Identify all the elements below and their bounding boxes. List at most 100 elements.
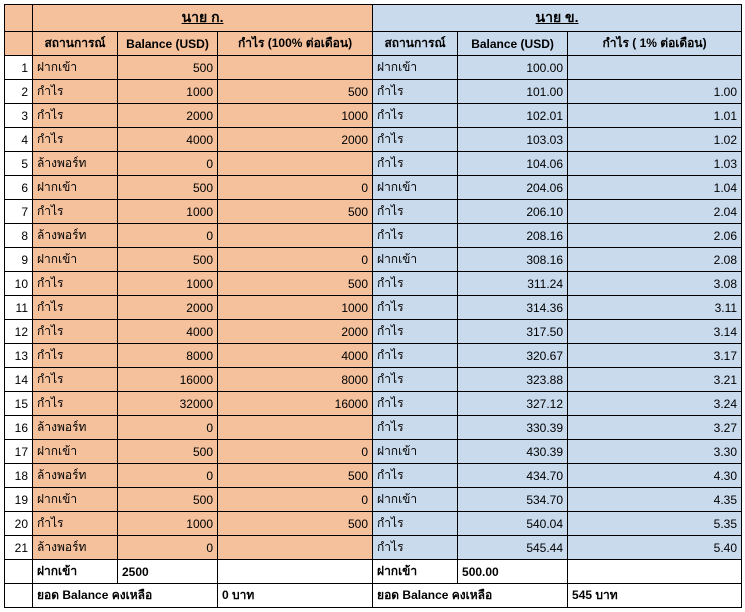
col-profit-a: กำไร (100% ต่อเดือน) xyxy=(218,32,373,56)
col-balance-a: Balance (USD) xyxy=(118,32,218,56)
scenario-b: กำไร xyxy=(373,536,458,560)
profit-a: 4000 xyxy=(218,344,373,368)
balance-a: 0 xyxy=(118,224,218,248)
table-row: 21ล้างพอร์ท0กำไร545.445.40 xyxy=(5,536,742,560)
scenario-b: กำไร xyxy=(373,104,458,128)
profit-b xyxy=(568,56,742,80)
scenario-a: กำไร xyxy=(33,200,118,224)
profit-a xyxy=(218,224,373,248)
table-body: 1ฝากเข้า500ฝากเข้า100.002กำไร1000500กำไร… xyxy=(5,56,742,560)
row-number: 18 xyxy=(5,464,33,488)
scenario-b: กำไร xyxy=(373,152,458,176)
col-scenario-b: สถานการณ์ xyxy=(373,32,458,56)
scenario-a: ฝากเข้า xyxy=(33,56,118,80)
row-number: 8 xyxy=(5,224,33,248)
profit-a: 2000 xyxy=(218,320,373,344)
row-number: 15 xyxy=(5,392,33,416)
scenario-b: กำไร xyxy=(373,224,458,248)
row-number: 19 xyxy=(5,488,33,512)
profit-b: 1.04 xyxy=(568,176,742,200)
header-person-a: นาย ก. xyxy=(33,5,373,32)
scenario-a: ล้างพอร์ท xyxy=(33,464,118,488)
balance-a: 1000 xyxy=(118,272,218,296)
row-number: 9 xyxy=(5,248,33,272)
summary-deposit-a: 2500 xyxy=(118,560,218,584)
balance-a: 16000 xyxy=(118,368,218,392)
scenario-b: ฝากเข้า xyxy=(373,176,458,200)
row-number: 20 xyxy=(5,512,33,536)
row-number: 12 xyxy=(5,320,33,344)
subheader-blank xyxy=(5,32,33,56)
table-row: 20กำไร1000500กำไร540.045.35 xyxy=(5,512,742,536)
header-blank xyxy=(5,5,33,32)
row-number: 4 xyxy=(5,128,33,152)
balance-a: 4000 xyxy=(118,128,218,152)
balance-a: 0 xyxy=(118,536,218,560)
balance-b: 323.88 xyxy=(458,368,568,392)
profit-b: 5.40 xyxy=(568,536,742,560)
profit-b: 3.24 xyxy=(568,392,742,416)
profit-b: 3.14 xyxy=(568,320,742,344)
balance-b: 317.50 xyxy=(458,320,568,344)
summary-balance-a: 0 บาท xyxy=(218,584,373,608)
col-profit-b: กำไร ( 1% ต่อเดือน) xyxy=(568,32,742,56)
balance-b: 430.39 xyxy=(458,440,568,464)
profit-a: 8000 xyxy=(218,368,373,392)
scenario-b: กำไร xyxy=(373,296,458,320)
profit-a xyxy=(218,416,373,440)
scenario-b: ฝากเข้า xyxy=(373,440,458,464)
balance-b: 101.00 xyxy=(458,80,568,104)
balance-a: 1000 xyxy=(118,200,218,224)
profit-b: 1.01 xyxy=(568,104,742,128)
table-row: 14กำไร160008000กำไร323.883.21 xyxy=(5,368,742,392)
scenario-b: กำไร xyxy=(373,512,458,536)
summary-deposit-label-a: ฝากเข้า xyxy=(33,560,118,584)
profit-b: 4.35 xyxy=(568,488,742,512)
profit-a xyxy=(218,56,373,80)
profit-a: 0 xyxy=(218,248,373,272)
scenario-b: ฝากเข้า xyxy=(373,248,458,272)
summary-balance-label-a: ยอด Balance คงเหลือ xyxy=(33,584,218,608)
table-row: 3กำไร20001000กำไร102.011.01 xyxy=(5,104,742,128)
balance-a: 32000 xyxy=(118,392,218,416)
row-number: 3 xyxy=(5,104,33,128)
balance-b: 327.12 xyxy=(458,392,568,416)
scenario-b: ฝากเข้า xyxy=(373,488,458,512)
profit-a: 0 xyxy=(218,440,373,464)
comparison-table: นาย ก. นาย ข. สถานการณ์ Balance (USD) กำ… xyxy=(4,4,742,608)
balance-b: 534.70 xyxy=(458,488,568,512)
balance-b: 102.01 xyxy=(458,104,568,128)
table-row: 11กำไร20001000กำไร314.363.11 xyxy=(5,296,742,320)
profit-b: 2.08 xyxy=(568,248,742,272)
scenario-a: กำไร xyxy=(33,80,118,104)
table-row: 15กำไร3200016000กำไร327.123.24 xyxy=(5,392,742,416)
table-row: 1ฝากเข้า500ฝากเข้า100.00 xyxy=(5,56,742,80)
scenario-a: ฝากเข้า xyxy=(33,176,118,200)
profit-b: 3.08 xyxy=(568,272,742,296)
balance-a: 0 xyxy=(118,416,218,440)
scenario-a: ล้างพอร์ท xyxy=(33,224,118,248)
balance-a: 8000 xyxy=(118,344,218,368)
row-number: 11 xyxy=(5,296,33,320)
profit-b: 2.04 xyxy=(568,200,742,224)
profit-a: 16000 xyxy=(218,392,373,416)
row-number: 14 xyxy=(5,368,33,392)
table-row: 6ฝากเข้า5000ฝากเข้า204.061.04 xyxy=(5,176,742,200)
table-row: 17ฝากเข้า5000ฝากเข้า430.393.30 xyxy=(5,440,742,464)
scenario-a: กำไร xyxy=(33,344,118,368)
profit-a: 1000 xyxy=(218,296,373,320)
scenario-a: กำไร xyxy=(33,368,118,392)
scenario-a: ล้างพอร์ท xyxy=(33,152,118,176)
scenario-a: ล้างพอร์ท xyxy=(33,536,118,560)
scenario-a: กำไร xyxy=(33,128,118,152)
scenario-a: กำไร xyxy=(33,392,118,416)
profit-a: 0 xyxy=(218,488,373,512)
balance-a: 500 xyxy=(118,56,218,80)
balance-b: 540.04 xyxy=(458,512,568,536)
profit-a: 500 xyxy=(218,200,373,224)
col-scenario-a: สถานการณ์ xyxy=(33,32,118,56)
profit-b: 3.30 xyxy=(568,440,742,464)
table-row: 4กำไร40002000กำไร103.031.02 xyxy=(5,128,742,152)
balance-b: 545.44 xyxy=(458,536,568,560)
table-row: 8ล้างพอร์ท0กำไร208.162.06 xyxy=(5,224,742,248)
